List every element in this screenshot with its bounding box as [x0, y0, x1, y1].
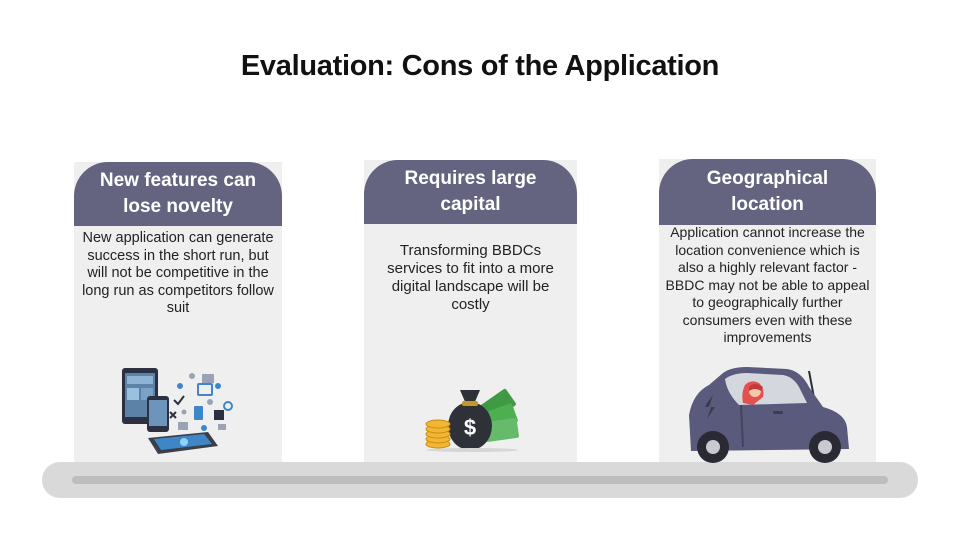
- card-heading: Geographical location: [659, 159, 876, 225]
- car-icon: [683, 363, 853, 463]
- platform-line: [72, 476, 888, 484]
- card-body-text: Application cannot increase the location…: [663, 224, 872, 347]
- card-body-text: Transforming BBDCs services to fit into …: [372, 242, 569, 314]
- money-bag-icon: $: [424, 382, 520, 452]
- card-body-text: New application can generate success in …: [82, 230, 274, 318]
- slide-title: Evaluation: Cons of the Application: [0, 50, 960, 83]
- card-location: Geographical location Application cannot…: [659, 159, 876, 462]
- devices-icon: [118, 366, 238, 456]
- svg-text:$: $: [464, 415, 476, 440]
- card-heading: Requires large capital: [364, 160, 577, 224]
- card-heading: New features can lose novelty: [74, 162, 282, 226]
- card-capital: Requires large capital Transforming BBDC…: [364, 160, 577, 462]
- card-novelty: New features can lose novelty New applic…: [74, 162, 282, 462]
